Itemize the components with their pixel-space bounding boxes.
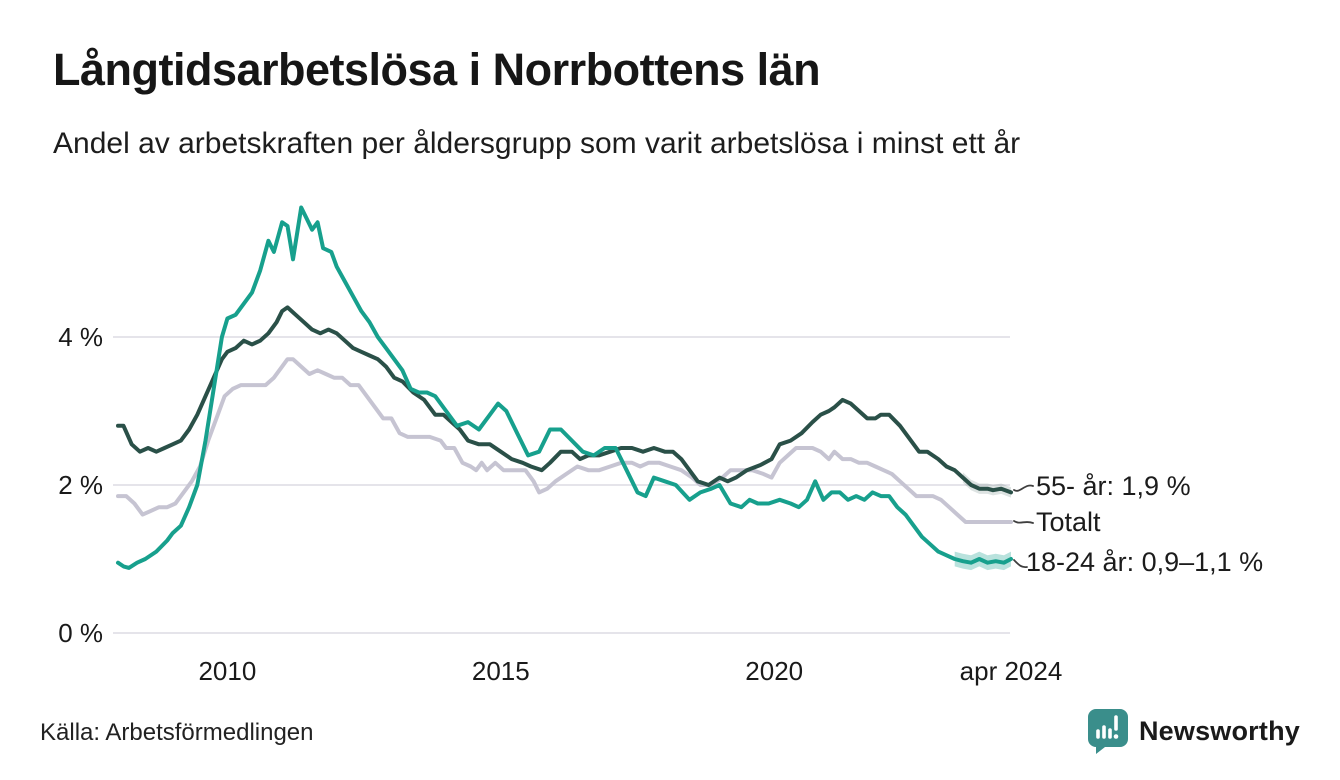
chart-subtitle: Andel av arbetskraften per åldersgrupp s… (53, 127, 1021, 160)
x-tick-label: 2010 (198, 656, 256, 686)
brand-name: Newsworthy (1138, 715, 1300, 746)
gridlines-group (113, 336, 1010, 634)
newsworthy-bar-chart-bubble-icon (1087, 709, 1128, 754)
series-line-55-r (116, 305, 1013, 495)
connector-totalt (1013, 520, 1034, 524)
connector-55 (1013, 484, 1034, 492)
series-end-label-18-24: 18-24 år: 0,9–1,1 % (1026, 547, 1264, 578)
series-line-totalt (116, 357, 1013, 524)
page-title: Långtidsarbetslösa i Norrbottens län (53, 44, 821, 95)
y-tick-label: 0 % (58, 618, 103, 648)
series-end-label-55: 55- år: 1,9 % (1036, 471, 1191, 502)
series-line-18-24-r (116, 205, 1013, 570)
newsworthy-logo: Newsworthy (1087, 708, 1300, 754)
y-tick-label: 4 % (58, 322, 103, 352)
x-tick-label: apr 2024 (960, 656, 1063, 686)
series-end-label-totalt: Totalt (1036, 507, 1101, 538)
source-note: Källa: Arbetsförmedlingen (40, 719, 314, 746)
confidence-band (962, 472, 1011, 498)
connector-18-24 (1013, 559, 1028, 569)
y-axis-labels: 0 % 2 % 4 % (58, 322, 103, 648)
x-tick-label: 2020 (745, 656, 803, 686)
series-lines-group (116, 205, 1013, 570)
label-connectors-group (1013, 484, 1034, 569)
x-axis-labels: 2010 2015 2020 apr 2024 (198, 656, 1062, 686)
x-tick-label: 2015 (472, 656, 530, 686)
y-tick-label: 2 % (58, 470, 103, 500)
